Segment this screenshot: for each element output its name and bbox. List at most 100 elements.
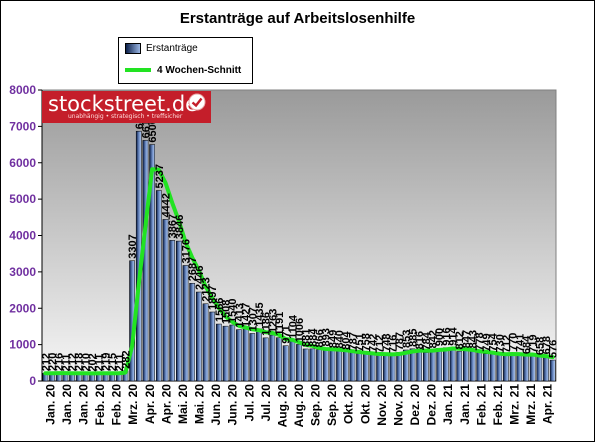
bar bbox=[376, 354, 382, 382]
bar-data-label: 1191 bbox=[274, 312, 286, 336]
x-tick-label: Jan. 20 bbox=[60, 384, 74, 425]
bar bbox=[549, 359, 556, 382]
chart-title: Erstanträge auf Arbeitslosenhilfe bbox=[179, 10, 416, 27]
bar bbox=[309, 348, 316, 382]
x-tick-label: Nov. 20 bbox=[375, 384, 389, 426]
bar-data-label: 1897 bbox=[207, 286, 219, 310]
bar bbox=[503, 354, 509, 382]
x-tick-label: Jul. 20 bbox=[242, 384, 256, 422]
bar bbox=[463, 349, 469, 382]
x-tick-label: Feb. 20 bbox=[93, 384, 107, 426]
x-tick-label: Jan. 21 bbox=[458, 384, 472, 425]
bar-data-label: 1435 bbox=[254, 302, 266, 326]
bar bbox=[242, 328, 249, 382]
x-tick-label: Feb. 21 bbox=[474, 384, 488, 426]
bar-data-label: 2687 bbox=[187, 257, 199, 281]
bar bbox=[162, 219, 169, 382]
bar bbox=[516, 353, 523, 382]
stockstreet-logo: stockstreet.de unabhängig • strategisch … bbox=[42, 91, 211, 123]
bar bbox=[196, 291, 202, 382]
bar-data-label: 719 bbox=[528, 334, 540, 352]
bar-data-label: 971 bbox=[281, 325, 293, 343]
x-tick-label: Sep. 20 bbox=[309, 384, 323, 426]
legend-bar-swatch bbox=[125, 42, 141, 54]
bar-data-label: 853 bbox=[401, 330, 413, 348]
bar bbox=[155, 190, 162, 382]
x-tick-label: Dez. 20 bbox=[425, 384, 439, 426]
bar-data-label: 893 bbox=[321, 328, 333, 346]
x-tick-label: Jan. 21 bbox=[441, 384, 455, 425]
bar bbox=[483, 353, 489, 382]
legend-label-bars: Erstanträge bbox=[146, 42, 198, 54]
y-tick-label: 2000 bbox=[9, 301, 36, 315]
bar-data-label: 211 bbox=[94, 354, 106, 372]
bar-data-label: 804 bbox=[341, 331, 353, 350]
bar-data-label: 849 bbox=[327, 330, 339, 348]
legend-line-swatch bbox=[125, 68, 151, 72]
bar-data-label: 778 bbox=[474, 332, 486, 350]
bar-data-label: 219 bbox=[100, 353, 112, 371]
x-tick-label: Jun. 20 bbox=[226, 384, 240, 426]
bar-data-label: 2446 bbox=[194, 266, 206, 290]
x-tick-label: Jul. 20 bbox=[259, 384, 273, 422]
bar bbox=[336, 350, 342, 382]
bar-data-label: 787 bbox=[347, 332, 359, 350]
bar bbox=[216, 323, 222, 382]
bar-data-label: 1427 bbox=[241, 303, 253, 327]
bar-data-label: 678 bbox=[541, 336, 553, 354]
y-tick-label: 7000 bbox=[9, 119, 36, 133]
bar bbox=[529, 354, 536, 382]
legend-item-bars: Erstanträge bbox=[125, 41, 198, 55]
legend-item-line: 4 Wochen-Schnitt bbox=[125, 63, 241, 77]
bar bbox=[349, 352, 356, 382]
bar bbox=[443, 347, 449, 382]
chart-legend: Erstanträge 4 Wochen-Schnitt bbox=[118, 37, 253, 84]
bar bbox=[189, 283, 196, 382]
bar-data-label: 749 bbox=[481, 333, 493, 351]
bar bbox=[422, 352, 429, 382]
bar-data-label: 900 bbox=[434, 328, 446, 346]
x-tick-label: Apr. 21 bbox=[541, 384, 555, 424]
bar bbox=[409, 348, 416, 382]
bar-data-label: 881 bbox=[301, 329, 313, 347]
y-tick-label: 3000 bbox=[9, 265, 36, 279]
bar-data-label: 576 bbox=[548, 340, 560, 358]
bar-data-label: 816 bbox=[414, 331, 426, 349]
bar bbox=[182, 265, 189, 382]
bar bbox=[469, 350, 476, 382]
bar-data-label: 211 bbox=[60, 354, 72, 372]
bar-data-label: 218 bbox=[74, 353, 86, 371]
bar-data-label: 684 bbox=[521, 335, 533, 354]
bar-data-label: 754 bbox=[488, 332, 500, 351]
bar bbox=[202, 303, 209, 382]
x-tick-label: Apr. 20 bbox=[159, 384, 173, 424]
x-tick-label: Dez. 20 bbox=[408, 384, 422, 426]
bar bbox=[342, 351, 349, 382]
bar bbox=[229, 324, 236, 382]
bar bbox=[289, 340, 296, 382]
bar-data-label: 4442 bbox=[160, 193, 172, 217]
bar bbox=[209, 311, 216, 382]
bar-data-label: 730 bbox=[494, 334, 506, 352]
bar-data-label: 866 bbox=[314, 329, 326, 347]
bar-data-label: 1508 bbox=[221, 300, 233, 324]
bar bbox=[169, 240, 176, 382]
bar bbox=[302, 348, 309, 382]
bar-data-label: 843 bbox=[468, 330, 480, 348]
bar bbox=[509, 352, 516, 382]
bar bbox=[362, 353, 369, 382]
bar-data-label: 712 bbox=[374, 335, 386, 353]
x-tick-label: Feb. 21 bbox=[491, 384, 505, 426]
x-tick-label: Aug. 20 bbox=[275, 384, 289, 428]
bar-data-label: 716 bbox=[387, 335, 399, 353]
bar-data-label: 1307 bbox=[247, 307, 259, 331]
x-tick-label: Jan. 20 bbox=[76, 384, 90, 425]
bar-data-label: 210 bbox=[80, 353, 92, 371]
x-tick-label: Feb. 20 bbox=[110, 384, 124, 426]
bar bbox=[269, 334, 276, 382]
y-tick-label: 8000 bbox=[9, 83, 36, 97]
bar-data-label: 6500 bbox=[147, 118, 159, 142]
bar bbox=[396, 352, 402, 382]
bar-data-label: 914 bbox=[448, 327, 460, 346]
